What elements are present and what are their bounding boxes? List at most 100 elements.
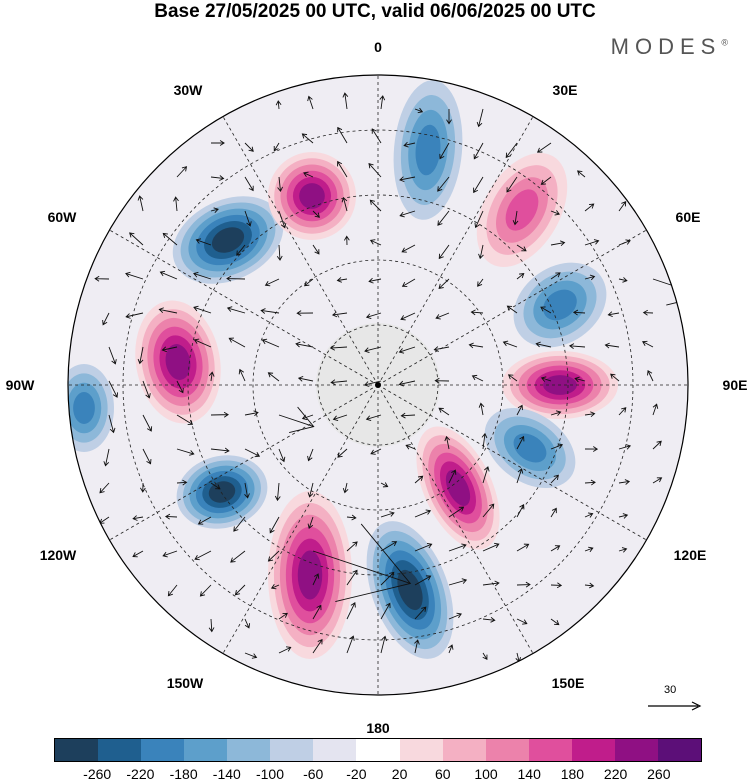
wind-arrow xyxy=(301,133,314,144)
wind-arrow xyxy=(516,468,524,484)
wind-arrow xyxy=(342,92,349,110)
wind-arrow xyxy=(197,516,212,525)
wind-arrow xyxy=(264,278,280,287)
wind-arrow xyxy=(482,466,490,484)
lon-label-30w: 30W xyxy=(174,82,204,98)
anomaly-contour xyxy=(73,392,95,424)
wind-arrow xyxy=(161,346,178,353)
wind-arrow xyxy=(584,582,595,589)
wind-arrow xyxy=(540,376,552,382)
wind-arrow xyxy=(550,272,561,280)
wind-arrow xyxy=(228,337,246,348)
wind-arrow xyxy=(176,448,195,456)
wind-arrow xyxy=(400,412,416,419)
wind-arrow xyxy=(437,176,450,192)
wind-arrow xyxy=(550,210,561,216)
wind-arrow xyxy=(476,108,484,128)
positive-anomaly xyxy=(416,426,500,550)
wind-arrow xyxy=(403,141,416,148)
wind-arrow xyxy=(448,578,468,586)
lon-label-150w: 150W xyxy=(167,675,204,691)
wind-arrow xyxy=(194,550,212,561)
wind-arrow xyxy=(535,341,552,348)
wind-arrow xyxy=(275,100,282,110)
colorbar-tick-label: 140 xyxy=(517,766,541,782)
colorbar-swatch xyxy=(270,739,314,761)
wind-arrow xyxy=(337,160,348,178)
wind-arrow xyxy=(584,203,595,212)
wind-arrow xyxy=(399,210,416,218)
wind-arrow xyxy=(438,244,450,260)
colorbar-tick-label: -20 xyxy=(346,766,367,782)
logo-text: MODES xyxy=(610,34,722,59)
wind-arrow xyxy=(474,210,484,229)
wind-arrow xyxy=(307,482,314,498)
wind-arrow xyxy=(584,411,596,418)
wind-arrow xyxy=(312,523,412,602)
lon-label-150e: 150E xyxy=(552,675,585,691)
wind-arrow xyxy=(346,514,357,521)
wind-arrow xyxy=(540,176,552,185)
wind-arrow xyxy=(193,338,212,348)
wind-arrow xyxy=(572,309,586,316)
wind-arrow xyxy=(346,602,356,620)
wind-arrow xyxy=(210,447,230,454)
wind-arrow xyxy=(137,346,144,365)
wind-arrow xyxy=(238,368,246,382)
wind-arrow xyxy=(173,196,179,212)
wind-arrow xyxy=(244,410,259,417)
wind-arrow xyxy=(244,448,261,458)
meridian-line xyxy=(109,229,379,386)
wind-arrow xyxy=(244,618,251,629)
wind-arrow xyxy=(297,376,314,382)
wind-arrow xyxy=(414,639,420,654)
modes-logo: MODES® xyxy=(611,34,728,60)
wind-arrow xyxy=(208,371,215,382)
wind-arrow xyxy=(365,312,382,319)
wind-arrow xyxy=(414,575,432,586)
wind-arrow xyxy=(233,516,246,532)
wind-arrow xyxy=(405,444,416,450)
wind-arrow xyxy=(550,443,564,450)
map-boundary xyxy=(67,74,689,696)
reference-arrow-icon xyxy=(648,701,702,711)
wind-arrow xyxy=(550,507,557,518)
wind-arrow xyxy=(230,550,246,563)
registered-mark: ® xyxy=(721,37,728,48)
anomaly-contour xyxy=(415,124,441,176)
latitude-circle xyxy=(187,194,569,576)
wind-arrow xyxy=(346,541,358,552)
colorbar-tick-label: 220 xyxy=(603,766,628,782)
latitude-circle xyxy=(317,324,439,446)
wind-arrow xyxy=(162,232,178,246)
colorbar-swatch xyxy=(614,739,658,761)
colorbar-swatch xyxy=(442,739,486,761)
wind-arrow xyxy=(446,108,452,125)
wind-arrow xyxy=(482,580,500,587)
wind-arrow xyxy=(642,309,654,316)
wind-arrow xyxy=(444,435,451,450)
wind-arrow xyxy=(437,210,450,226)
wind-arrow xyxy=(482,542,500,552)
lon-label-180: 180 xyxy=(366,720,390,736)
wind-arrow xyxy=(368,277,382,284)
wind-arrow xyxy=(269,516,280,534)
wind-arrow xyxy=(536,142,552,153)
anomaly-contour xyxy=(543,289,577,321)
wind-arrow xyxy=(607,311,620,318)
wind-arrow xyxy=(468,342,484,349)
wind-arrow xyxy=(278,646,292,654)
wind-arrow xyxy=(195,238,212,246)
colorbar-swatch xyxy=(55,739,99,761)
colorbar-tick-label: 20 xyxy=(391,766,408,782)
wind-arrow xyxy=(307,448,314,462)
wind-arrow xyxy=(369,239,382,246)
colorbar-swatch xyxy=(571,739,615,761)
wind-arrow xyxy=(267,550,280,562)
wind-arrow xyxy=(276,244,283,261)
wind-arrow xyxy=(574,376,586,383)
wind-arrow xyxy=(234,584,246,596)
wind-arrow xyxy=(129,232,144,246)
wind-arrow xyxy=(159,270,178,280)
wind-arrow xyxy=(329,344,348,351)
